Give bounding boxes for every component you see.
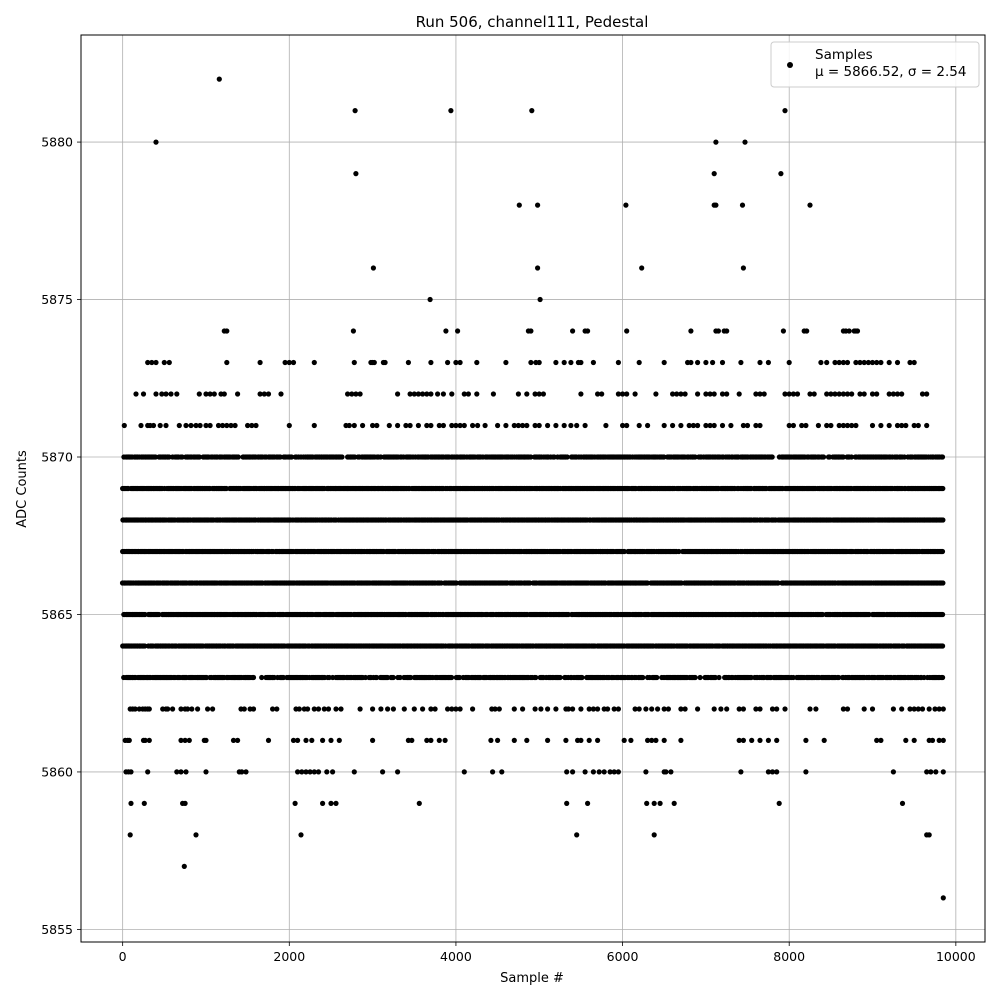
data-point	[449, 674, 455, 681]
data-point	[940, 643, 946, 649]
data-point	[533, 674, 539, 681]
data-point	[940, 611, 946, 618]
data-point	[453, 580, 459, 586]
data-point	[692, 674, 698, 681]
data-point	[940, 485, 946, 492]
data-point	[716, 674, 722, 681]
data-point	[939, 548, 946, 555]
data-point	[676, 548, 682, 555]
data-point	[836, 674, 842, 681]
data-point	[712, 674, 719, 681]
data-point	[769, 454, 775, 460]
data-point	[940, 580, 946, 586]
data-point	[775, 580, 781, 586]
data-point	[235, 454, 241, 460]
data-point	[621, 548, 628, 555]
data-point	[579, 674, 585, 681]
data-point	[557, 674, 563, 681]
data-point	[644, 580, 651, 586]
data-point	[374, 674, 380, 681]
data-point	[390, 674, 396, 681]
chart-title: Run 506, channel111, Pedestal	[416, 13, 649, 31]
data-point	[640, 674, 646, 681]
data-point	[940, 517, 946, 523]
data-point	[339, 454, 345, 460]
data-point	[408, 674, 414, 681]
data-point	[654, 674, 660, 681]
data-point	[940, 674, 946, 681]
data-point	[259, 674, 265, 681]
data-point	[457, 674, 463, 681]
data-point	[697, 674, 703, 681]
data-point	[142, 643, 148, 649]
data-point	[397, 674, 403, 681]
data-point	[250, 674, 257, 681]
data-points	[119, 76, 946, 901]
